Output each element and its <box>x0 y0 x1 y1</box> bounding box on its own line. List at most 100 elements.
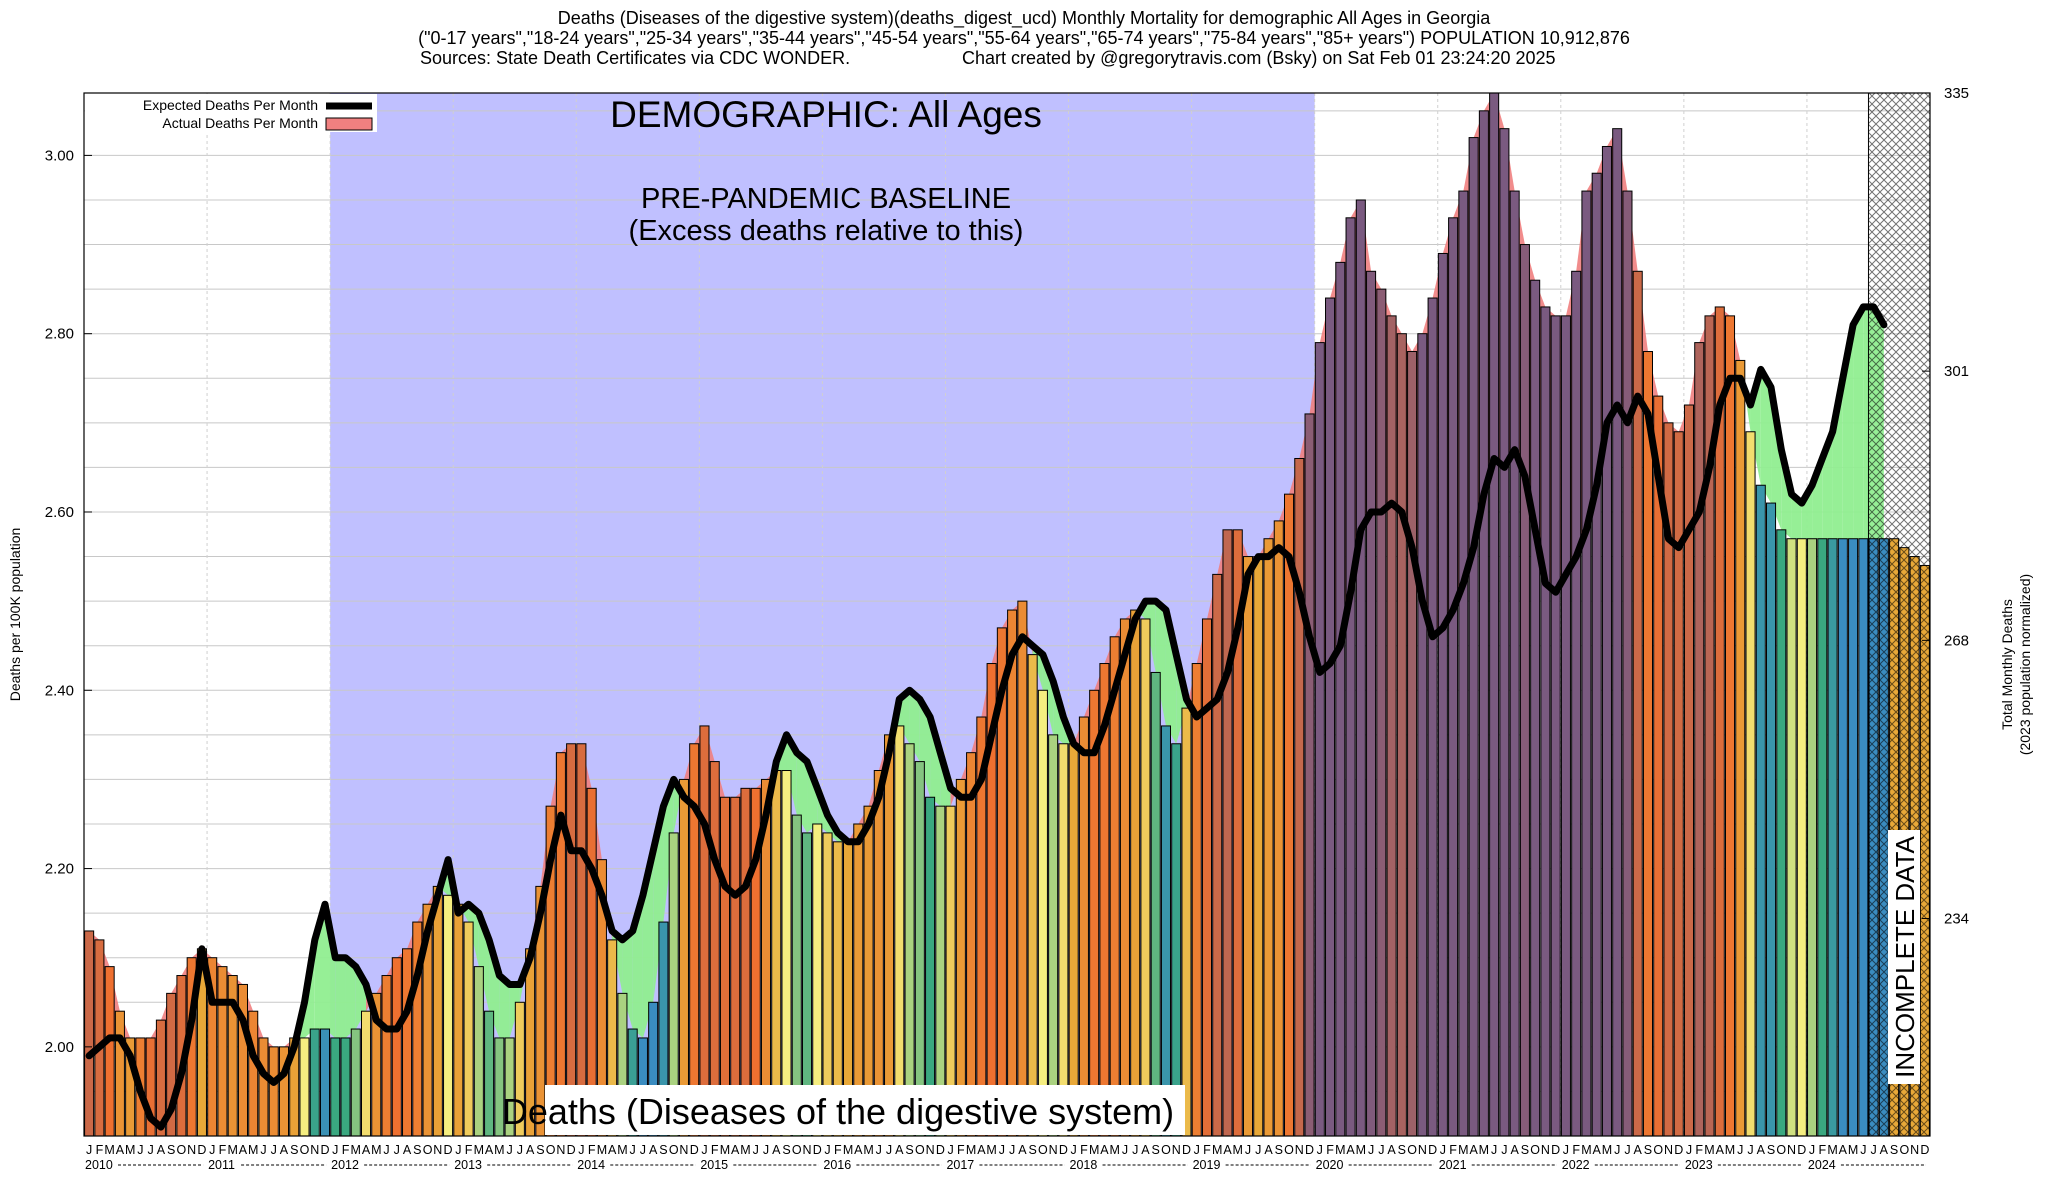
x-month-label: M <box>104 1143 114 1157</box>
actual-bar <box>566 743 577 1137</box>
baseline-label-line2: (Excess deaths relative to this) <box>629 215 1024 247</box>
x-month-label: M <box>227 1143 237 1157</box>
x-month-label: N <box>1295 1143 1304 1157</box>
x-year-label: 2011 <box>208 1158 235 1172</box>
x-month-label: M <box>1356 1143 1366 1157</box>
x-month-label: N <box>310 1143 319 1157</box>
x-month-label: J <box>1132 1143 1138 1157</box>
actual-bar <box>1222 529 1233 1137</box>
actual-bar <box>1119 618 1130 1137</box>
x-month-label: S <box>413 1143 421 1157</box>
x-month-label: A <box>731 1143 740 1157</box>
x-month-label: M <box>843 1143 853 1157</box>
x-month-label: O <box>1038 1143 1048 1157</box>
x-month-label: A <box>362 1143 371 1157</box>
actual-bar <box>955 778 966 1137</box>
x-month-label: A <box>1880 1143 1889 1157</box>
deficit-segment <box>1801 485 1813 539</box>
x-month-label: N <box>556 1143 565 1157</box>
x-month-label: M <box>1848 1143 1858 1157</box>
actual-bar <box>268 1046 279 1137</box>
actual-bar <box>453 903 464 1137</box>
x-month-label: O <box>1653 1143 1663 1157</box>
x-month-label: M <box>371 1143 381 1157</box>
cause-label-group: Deaths (Diseases of the digestive system… <box>502 1085 1185 1135</box>
x-month-label: M <box>1109 1143 1119 1157</box>
x-month-label: A <box>1510 1143 1519 1157</box>
actual-bar <box>1212 573 1223 1137</box>
x-month-label: N <box>1049 1143 1058 1157</box>
actual-bar <box>1807 538 1818 1137</box>
actual-bar <box>248 1010 259 1137</box>
deficit-segment <box>509 984 520 1038</box>
actual-bar <box>432 885 443 1137</box>
x-month-label: A <box>1100 1143 1109 1157</box>
x-month-label: F <box>1449 1143 1457 1157</box>
x-month-label: J <box>137 1143 143 1157</box>
actual-bar <box>1786 538 1797 1137</box>
x-month-label: J <box>271 1143 277 1157</box>
actual-bar <box>1458 190 1469 1137</box>
x-month-label: J <box>886 1143 892 1157</box>
x-month-label: D <box>813 1143 822 1157</box>
actual-bar <box>484 1010 495 1137</box>
x-month-label: O <box>300 1143 310 1157</box>
actual-bar <box>114 1010 125 1137</box>
y-right-tick-label: 234 <box>1944 910 1969 927</box>
x-month-label: M <box>740 1143 750 1157</box>
actual-bar <box>1448 217 1459 1137</box>
deficit-segment <box>919 699 931 798</box>
x-month-label: A <box>116 1143 125 1157</box>
actual-bar <box>1540 306 1551 1137</box>
x-month-label: N <box>803 1143 812 1157</box>
x-month-label: J <box>1809 1143 1815 1157</box>
deficit-segment <box>499 975 510 1038</box>
x-month-label: M <box>1602 1143 1612 1157</box>
x-month-label: F <box>588 1143 596 1157</box>
actual-bar <box>443 894 454 1137</box>
x-year-label: 2013 <box>454 1158 482 1172</box>
actual-bar <box>1858 538 1869 1137</box>
x-month-label: A <box>403 1143 412 1157</box>
actual-bar <box>1796 538 1807 1137</box>
x-month-label: S <box>782 1143 790 1157</box>
x-month-label: J <box>517 1143 523 1157</box>
x-year-label: 2017 <box>946 1158 974 1172</box>
x-month-label: M <box>248 1143 258 1157</box>
deficit-segment <box>1812 458 1823 539</box>
actual-bar <box>1817 538 1828 1137</box>
actual-bar <box>699 725 710 1137</box>
actual-bar <box>1735 359 1746 1137</box>
actual-bar <box>678 778 689 1137</box>
deficit-segment <box>1760 369 1772 504</box>
plot-frame <box>83 92 1931 1137</box>
x-month-label: J <box>1614 1143 1620 1157</box>
deficit-segment <box>325 904 336 1038</box>
x-month-label: J <box>947 1143 953 1157</box>
actual-bar <box>1848 538 1859 1137</box>
x-month-label: A <box>1469 1143 1478 1157</box>
actual-bar <box>1263 538 1274 1137</box>
actual-bar <box>361 1010 372 1137</box>
x-month-label: D <box>1920 1143 1929 1157</box>
x-month-label: D <box>1797 1143 1806 1157</box>
x-month-label: M <box>125 1143 135 1157</box>
x-year-label: 2012 <box>331 1158 359 1172</box>
actual-bar <box>1386 315 1397 1137</box>
baseline-label-line1: PRE-PANDEMIC BASELINE <box>641 183 1011 215</box>
actual-bar <box>1181 707 1192 1137</box>
x-month-label: A <box>1634 1143 1643 1157</box>
actual-bar <box>1325 297 1336 1137</box>
actual-bar <box>1027 654 1038 1137</box>
x-year-label: 2022 <box>1562 1158 1590 1172</box>
x-month-label: M <box>720 1143 730 1157</box>
y-tick-label: 2.80 <box>45 326 74 343</box>
y-right-axis-label: Total Monthly Deaths <box>1999 599 2015 730</box>
axes: 2.00 2.20 2.40 2.60 2.80 3.00 234 268 301 335 Deat… <box>7 85 2033 1172</box>
actual-bar <box>1201 618 1213 1137</box>
actual-bar <box>1642 351 1654 1137</box>
deficit-segment <box>663 779 674 923</box>
deficit-segment <box>930 717 941 807</box>
x-month-label: N <box>1787 1143 1796 1157</box>
x-month-label: M <box>617 1143 627 1157</box>
